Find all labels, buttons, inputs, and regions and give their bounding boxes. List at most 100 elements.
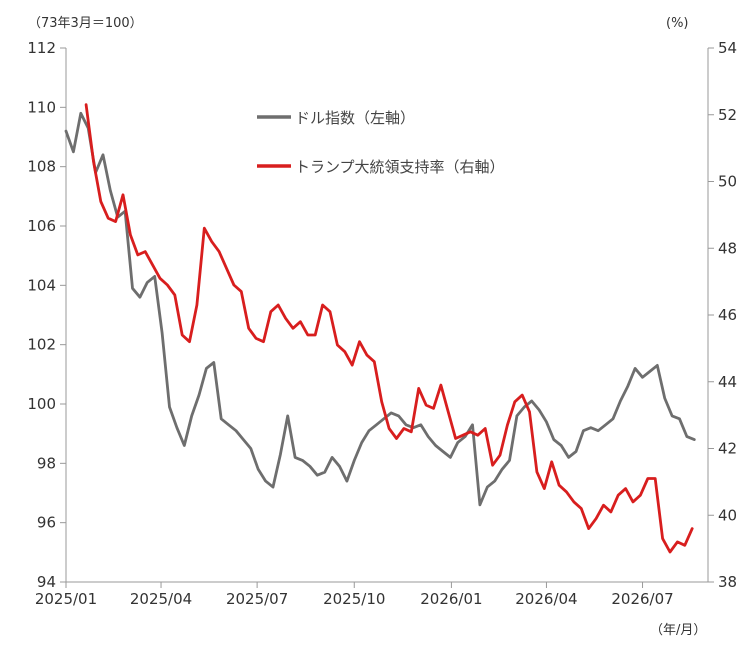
data-point-dollar-index — [420, 424, 422, 426]
x-tick-label: 2025/04 — [130, 590, 192, 608]
data-point-dollar-index — [286, 415, 289, 417]
data-point-approval-rate — [255, 337, 257, 340]
data-point-dollar-index — [693, 438, 696, 441]
right-tick-label: 44 — [718, 373, 737, 391]
right-tick-label: 50 — [718, 173, 737, 191]
data-point-dollar-index — [153, 275, 156, 278]
left-tick-label: 108 — [27, 158, 56, 176]
data-point-approval-rate — [469, 431, 472, 433]
data-point-approval-rate — [462, 434, 464, 437]
left-tick-label: 104 — [27, 276, 56, 294]
data-point-dollar-index — [553, 438, 555, 441]
data-point-approval-rate — [610, 511, 612, 513]
data-point-approval-rate — [358, 340, 361, 343]
data-point-approval-rate — [366, 354, 368, 356]
data-point-dollar-index — [346, 480, 348, 482]
left-tick-label: 110 — [27, 98, 56, 116]
data-point-dollar-index — [102, 154, 104, 156]
data-point-dollar-index — [183, 444, 186, 447]
data-point-dollar-index — [338, 465, 341, 468]
data-point-approval-rate — [314, 334, 317, 336]
data-point-approval-rate — [521, 394, 523, 396]
data-point-approval-rate — [151, 264, 154, 266]
data-point-dollar-index — [486, 486, 489, 488]
data-point-approval-rate — [395, 437, 398, 440]
data-point-dollar-index — [523, 406, 526, 408]
data-point-dollar-index — [627, 385, 629, 388]
data-point-dollar-index — [634, 367, 636, 370]
right-axis-unit: (%) — [666, 16, 689, 31]
left-tick-label: 94 — [37, 573, 56, 591]
data-point-approval-rate — [647, 477, 649, 480]
x-tick-label: 2026/04 — [515, 590, 577, 608]
data-point-approval-rate — [587, 527, 590, 530]
data-point-approval-rate — [499, 454, 501, 457]
data-point-approval-rate — [410, 431, 413, 433]
data-point-approval-rate — [447, 411, 450, 413]
right-tick-label: 46 — [718, 306, 737, 324]
data-point-approval-rate — [676, 541, 679, 543]
data-point-approval-rate — [684, 544, 686, 547]
data-point-dollar-index — [272, 486, 274, 488]
data-point-approval-rate — [100, 200, 102, 203]
data-point-approval-rate — [85, 103, 87, 106]
data-point-approval-rate — [373, 360, 376, 363]
data-point-dollar-index — [590, 426, 592, 429]
data-point-approval-rate — [654, 477, 656, 480]
series-layer — [64, 103, 696, 554]
data-point-approval-rate — [247, 327, 250, 330]
data-point-approval-rate — [580, 507, 583, 510]
data-point-dollar-index — [353, 459, 356, 462]
data-point-dollar-index — [220, 418, 222, 420]
data-point-approval-rate — [536, 471, 538, 473]
data-point-dollar-index — [597, 429, 599, 432]
data-point-approval-rate — [417, 387, 420, 390]
data-point-dollar-index — [575, 450, 577, 453]
data-point-dollar-index — [190, 415, 193, 417]
data-point-dollar-index — [131, 287, 134, 290]
data-point-approval-rate — [432, 407, 435, 410]
x-tick-label: 2025/10 — [323, 590, 385, 608]
data-point-dollar-index — [449, 456, 452, 459]
right-tick-label: 38 — [718, 573, 737, 591]
data-point-dollar-index — [316, 474, 319, 477]
data-point-dollar-index — [257, 468, 260, 471]
data-point-dollar-index — [397, 415, 400, 417]
data-point-approval-rate — [388, 427, 390, 430]
data-point-approval-rate — [336, 344, 339, 346]
right-tick-label: 40 — [718, 506, 737, 524]
data-point-approval-rate — [159, 277, 161, 280]
data-point-dollar-index — [678, 418, 681, 420]
data-point-dollar-index — [456, 441, 459, 444]
data-point-approval-rate — [477, 434, 479, 437]
data-point-approval-rate — [595, 517, 597, 520]
data-point-approval-rate — [166, 284, 169, 286]
data-point-dollar-index — [368, 429, 370, 432]
data-point-approval-rate — [528, 411, 531, 413]
data-point-approval-rate — [329, 310, 331, 313]
data-point-approval-rate — [403, 427, 405, 430]
data-point-dollar-index — [538, 409, 540, 411]
right-tick-label: 52 — [718, 106, 737, 124]
data-point-dollar-index — [323, 471, 326, 474]
data-point-approval-rate — [380, 401, 383, 403]
data-point-approval-rate — [558, 484, 560, 487]
right-tick-label: 54 — [718, 39, 737, 57]
data-point-dollar-index — [479, 504, 481, 506]
data-point-dollar-index — [442, 450, 444, 453]
data-point-dollar-index — [383, 418, 385, 420]
data-point-dollar-index — [671, 415, 673, 417]
data-point-dollar-index — [360, 441, 363, 444]
data-point-dollar-index — [434, 444, 437, 447]
data-point-approval-rate — [454, 437, 457, 440]
data-point-dollar-index — [250, 447, 252, 450]
data-point-dollar-index — [109, 189, 112, 192]
left-tick-label: 96 — [37, 514, 56, 532]
data-point-dollar-index — [309, 465, 311, 468]
data-point-approval-rate — [506, 424, 509, 426]
data-point-dollar-index — [279, 453, 282, 456]
x-tick-label: 2025/01 — [35, 590, 97, 608]
data-point-approval-rate — [262, 340, 265, 343]
